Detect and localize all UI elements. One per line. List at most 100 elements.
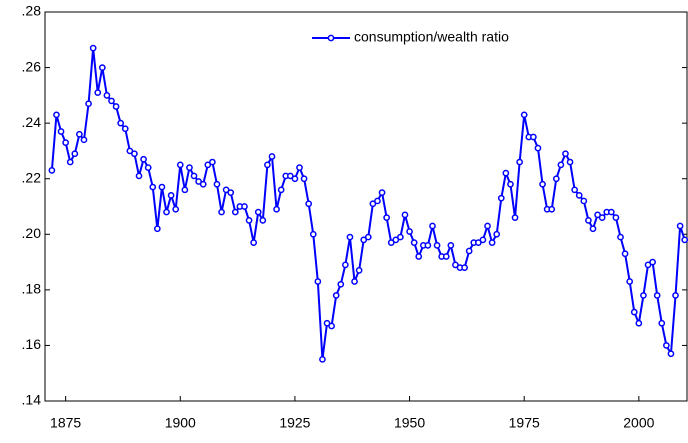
data-point xyxy=(387,239,395,246)
data-point xyxy=(539,180,546,188)
data-point xyxy=(250,239,257,246)
data-point xyxy=(337,280,345,288)
data-point xyxy=(57,128,65,135)
data-point xyxy=(305,200,313,208)
data-point xyxy=(53,111,60,119)
data-point xyxy=(442,253,450,260)
data-point xyxy=(268,153,276,160)
data-point xyxy=(557,161,565,169)
data-point xyxy=(658,319,666,327)
data-point xyxy=(360,236,368,244)
data-point xyxy=(548,205,556,213)
data-point xyxy=(507,180,514,188)
data-point xyxy=(199,180,207,188)
data-point xyxy=(401,211,409,219)
data-point xyxy=(209,158,216,166)
data-point xyxy=(520,111,528,119)
data-point xyxy=(429,222,436,230)
data-point xyxy=(259,217,267,224)
data-point xyxy=(181,186,189,194)
data-point xyxy=(323,319,331,327)
data-point xyxy=(241,203,248,210)
y-tick-label: .18 xyxy=(22,281,42,297)
data-point xyxy=(433,242,441,249)
data-point xyxy=(254,208,262,216)
data-point xyxy=(594,211,601,219)
data-point xyxy=(676,222,684,230)
data-point xyxy=(640,292,647,299)
data-point xyxy=(103,92,111,99)
data-point xyxy=(598,214,606,221)
data-point xyxy=(383,214,390,221)
data-point xyxy=(374,197,381,205)
data-point xyxy=(511,214,519,221)
data-point xyxy=(195,178,202,185)
data-point xyxy=(465,247,473,255)
data-point xyxy=(479,236,487,244)
data-point xyxy=(607,208,615,216)
data-point xyxy=(589,225,597,233)
data-point xyxy=(80,136,88,144)
data-point xyxy=(571,186,579,194)
data-point xyxy=(300,175,308,183)
data-point xyxy=(126,147,134,155)
data-point xyxy=(406,228,413,235)
legend-marker xyxy=(327,34,335,42)
data-point xyxy=(213,180,221,188)
data-point xyxy=(222,186,230,194)
data-point xyxy=(98,64,106,71)
data-point xyxy=(89,44,97,52)
data-point xyxy=(218,208,225,216)
data-point xyxy=(48,167,56,174)
data-point xyxy=(204,161,212,169)
data-point xyxy=(342,261,349,269)
data-point xyxy=(71,150,79,158)
x-tick-label: 1975 xyxy=(509,415,540,431)
data-point xyxy=(163,208,170,216)
data-point xyxy=(475,239,482,246)
data-point xyxy=(76,130,83,138)
data-point xyxy=(319,355,326,363)
data-point xyxy=(681,236,688,244)
data-point xyxy=(516,158,523,166)
data-point xyxy=(135,172,143,180)
data-point xyxy=(167,192,175,199)
y-tick-label: .22 xyxy=(22,169,42,185)
data-point xyxy=(575,192,583,199)
data-point xyxy=(410,239,418,246)
data-point xyxy=(663,342,670,349)
data-point xyxy=(112,103,120,110)
data-point xyxy=(566,158,574,166)
data-point xyxy=(190,172,198,180)
data-point xyxy=(286,172,294,180)
series-line xyxy=(50,48,686,360)
data-point xyxy=(108,97,115,105)
data-point xyxy=(672,292,679,299)
data-point xyxy=(378,189,386,196)
data-point xyxy=(314,278,322,285)
data-point xyxy=(493,230,501,238)
data-point xyxy=(291,175,299,183)
data-point xyxy=(66,158,74,166)
data-point xyxy=(502,169,510,177)
data-point xyxy=(497,194,505,202)
y-tick-label: .28 xyxy=(22,3,42,19)
data-point xyxy=(264,161,271,169)
data-point xyxy=(649,258,656,266)
x-tick-label: 2000 xyxy=(623,415,654,431)
data-point xyxy=(653,292,661,299)
data-point xyxy=(635,319,643,327)
data-point xyxy=(131,150,138,158)
x-tick-label: 1925 xyxy=(279,415,310,431)
data-point xyxy=(176,161,184,169)
data-point xyxy=(144,164,152,171)
legend-label: consumption/wealth ratio xyxy=(354,29,509,45)
data-point xyxy=(612,214,620,221)
data-point xyxy=(488,239,496,246)
data-point xyxy=(121,125,129,133)
data-point xyxy=(447,242,455,249)
data-point xyxy=(296,164,303,171)
data-point xyxy=(552,175,560,183)
data-point xyxy=(140,155,147,163)
